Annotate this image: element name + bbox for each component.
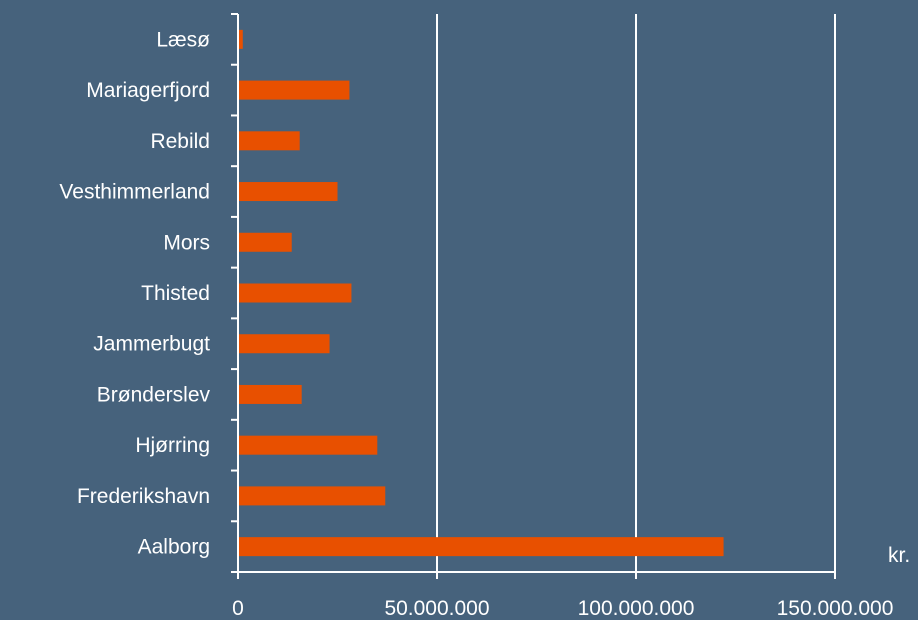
bar-vesthimmerland [238,182,338,202]
category-label: Vesthimmerland [59,181,210,204]
bar-mors [238,232,292,252]
bar-thisted [238,283,352,303]
x-tick-label: 150.000.000 [777,597,894,620]
category-label: Hjørring [135,434,210,457]
bar-jammerbugt [238,334,330,354]
category-label: Rebild [150,130,210,153]
category-label: Mors [163,231,210,254]
category-label: Aalborg [138,536,210,559]
x-tick-label: 50.000.000 [384,597,489,620]
bar-frederikshavn [238,486,386,506]
category-label: Mariagerfjord [86,79,210,102]
bar-læsø [238,29,243,49]
bar-rebild [238,131,300,151]
category-label: Jammerbugt [93,333,210,356]
labels: Aalborg Frederikshavn Hjørring Brønderslev J… [59,28,893,620]
bar-mariagerfjord [238,80,350,100]
category-label: Thisted [141,282,210,305]
gridlines [436,14,836,572]
bar-hjørring [238,435,378,455]
axes [231,13,836,579]
category-label: Læsø [156,28,210,51]
x-tick-label: 100.000.000 [578,597,695,620]
x-axis-unit-label: kr. [888,544,910,567]
bar-brønderslev [238,384,302,404]
bar-aalborg [238,537,724,557]
x-tick-label: 0 [232,597,244,620]
category-label: Brønderslev [97,383,211,406]
category-label: Frederikshavn [77,485,210,508]
bars [238,29,724,557]
